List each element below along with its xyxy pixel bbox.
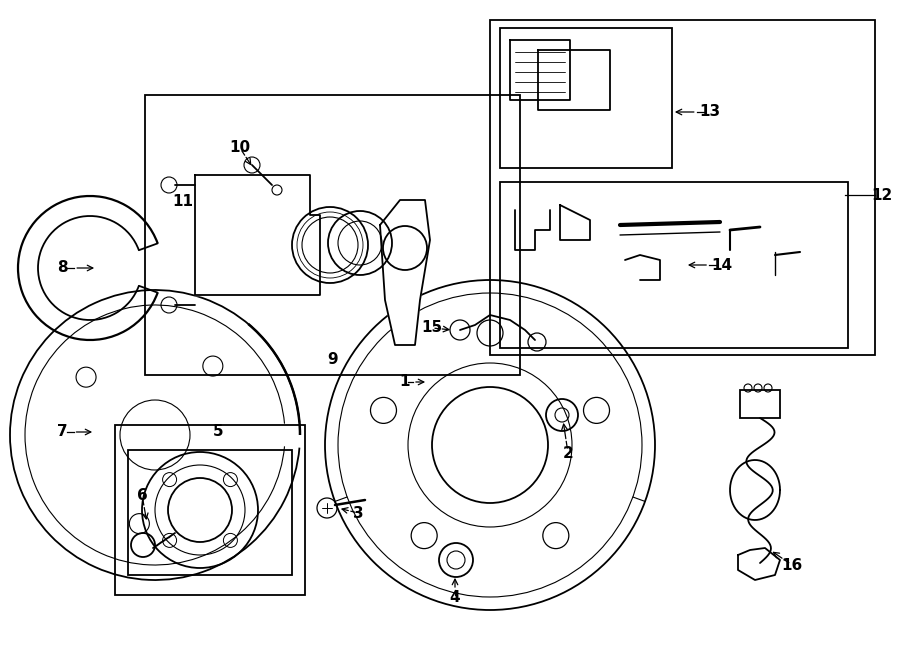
Text: 4: 4 <box>450 590 460 605</box>
Text: 10: 10 <box>230 141 250 155</box>
Text: 1: 1 <box>400 375 410 389</box>
Text: 14: 14 <box>711 258 733 272</box>
Text: 7: 7 <box>57 424 68 440</box>
Text: 6: 6 <box>137 488 148 502</box>
Polygon shape <box>738 548 780 580</box>
Bar <box>115 425 305 595</box>
Text: 12: 12 <box>871 188 893 202</box>
Polygon shape <box>195 175 320 295</box>
Text: 16: 16 <box>781 557 803 572</box>
Bar <box>500 28 672 168</box>
Polygon shape <box>380 200 430 345</box>
Text: 13: 13 <box>699 104 721 120</box>
Bar <box>145 95 520 375</box>
Text: 15: 15 <box>421 321 443 336</box>
Bar <box>128 450 292 575</box>
Bar <box>740 390 780 418</box>
Text: 3: 3 <box>353 506 364 520</box>
Bar <box>490 20 875 355</box>
Text: 5: 5 <box>212 424 223 440</box>
Text: 8: 8 <box>57 260 68 276</box>
Bar <box>500 182 848 348</box>
Text: 9: 9 <box>328 352 338 368</box>
Text: 2: 2 <box>562 446 573 461</box>
Text: 11: 11 <box>173 194 194 210</box>
